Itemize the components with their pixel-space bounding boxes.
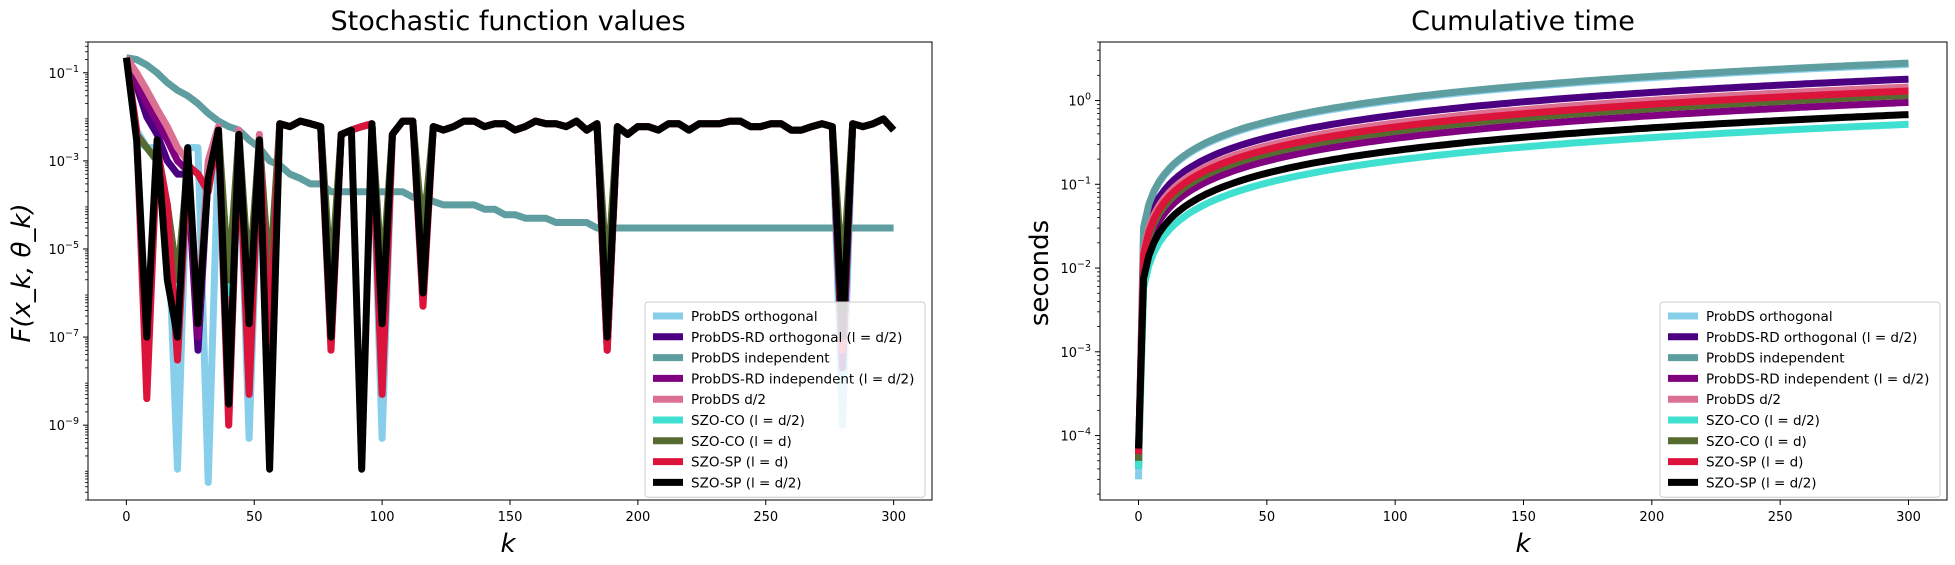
x-axis: 0 50 100 150 200 250 300 (122, 500, 906, 525)
y-tick-label: 100 (1068, 92, 1091, 110)
legend-box (644, 301, 926, 498)
legend-entry: ProbDS d/2 (691, 392, 766, 408)
x-tick-label: 100 (1383, 510, 1408, 525)
x-tick-label: 250 (753, 510, 778, 525)
legend-entry: ProbDS orthogonal (691, 309, 818, 325)
x-tick-label: 0 (1134, 510, 1142, 525)
y-tick-label: 10−9 (48, 416, 79, 434)
cumulative-time-chart: Cumulative time k seconds 0 50 100 150 200 25… (1025, 6, 1948, 559)
legend-entry: SZO-CO (l = d) (1706, 434, 1807, 450)
legend-entry: ProbDS-RD orthogonal (l = d/2) (1706, 330, 1917, 346)
x-tick-label: 150 (1511, 510, 1536, 525)
legend-entry: SZO-CO (l = d/2) (1706, 413, 1820, 429)
x-tick-label: 200 (625, 510, 650, 525)
series-group (1135, 59, 1909, 480)
series-line-8 (122, 57, 897, 473)
legend: ProbDS orthogonal ProbDS-RD orthogonal (l… (644, 301, 926, 498)
y-tick-label: 10−5 (48, 240, 79, 258)
x-tick-label: 200 (1639, 510, 1664, 525)
legend: ProbDS orthogonal ProbDS-RD orthogonal (l… (1659, 301, 1941, 498)
legend-box (1659, 301, 1941, 498)
series-line-8 (1135, 111, 1909, 449)
legend-entry: ProbDS orthogonal (1706, 309, 1833, 325)
x-tick-label: 300 (1896, 510, 1921, 525)
y-axis-label: seconds (1025, 220, 1055, 326)
legend-entry: SZO-CO (l = d) (691, 434, 792, 450)
x-axis-label: k (500, 529, 516, 559)
legend-entry: ProbDS-RD orthogonal (l = d/2) (691, 330, 902, 346)
series-line-5 (1135, 120, 1909, 469)
plot-area: 0 50 100 150 200 250 300 10−9 10−7 10−5 10−3 10−1 Pr… (48, 41, 933, 525)
x-tick-label: 0 (122, 510, 130, 525)
y-tick-label: 10−1 (48, 64, 79, 82)
x-tick-label: 250 (1768, 510, 1793, 525)
chart-title: Cumulative time (1411, 6, 1635, 37)
series-line-1 (1135, 75, 1909, 469)
legend-entry: ProbDS independent (691, 351, 830, 367)
legend-entry: SZO-CO (l = d/2) (691, 413, 805, 429)
legend-entry: ProbDS d/2 (1706, 392, 1781, 408)
legend-entry: SZO-SP (l = d) (1706, 455, 1803, 471)
x-tick-label: 50 (1259, 510, 1276, 525)
y-tick-label: 10−4 (1060, 427, 1091, 445)
series-line-3 (1135, 98, 1909, 461)
y-axis-label: F(x_k, θ_k) (7, 203, 37, 342)
legend-entry: SZO-SP (l = d) (691, 455, 788, 471)
chart-title: Stochastic function values (330, 6, 685, 37)
y-tick-label: 10−1 (1060, 175, 1091, 193)
x-tick-label: 300 (881, 510, 906, 525)
x-tick-label: 50 (246, 510, 263, 525)
series-line-2 (1135, 59, 1909, 469)
legend-entry: SZO-SP (l = d/2) (691, 475, 802, 491)
y-axis: 10−9 10−7 10−5 10−3 10−1 (48, 41, 88, 501)
x-axis-label: k (1515, 529, 1531, 559)
y-tick-label: 10−3 (1060, 343, 1091, 361)
y-tick-label: 10−7 (48, 328, 79, 346)
legend-entry: ProbDS-RD independent (l = d/2) (1706, 371, 1929, 387)
series-line-2 (125, 54, 894, 232)
series-line-4 (1135, 83, 1909, 455)
function-values-chart: Stochastic function values k F(x_k, θ_k)… (7, 6, 933, 559)
series-line-7 (1135, 87, 1909, 455)
legend-entry: SZO-SP (l = d/2) (1706, 475, 1817, 491)
series-group (122, 54, 897, 486)
y-tick-label: 10−2 (1060, 259, 1091, 277)
x-axis: 0 50 100 150 200 250 300 (1134, 500, 1921, 525)
plot-area: 0 50 100 150 200 250 300 10−4 10−3 10−2 10−1 100 Pro… (1060, 41, 1948, 525)
y-tick-label: 10−3 (48, 152, 79, 170)
legend-entry: ProbDS-RD independent (l = d/2) (691, 371, 914, 387)
series-line-6 (1135, 92, 1909, 461)
x-tick-label: 150 (498, 510, 523, 525)
y-axis: 10−4 10−3 10−2 10−1 100 (1060, 41, 1100, 495)
x-tick-label: 100 (370, 510, 395, 525)
legend-entry: ProbDS independent (1706, 351, 1845, 367)
